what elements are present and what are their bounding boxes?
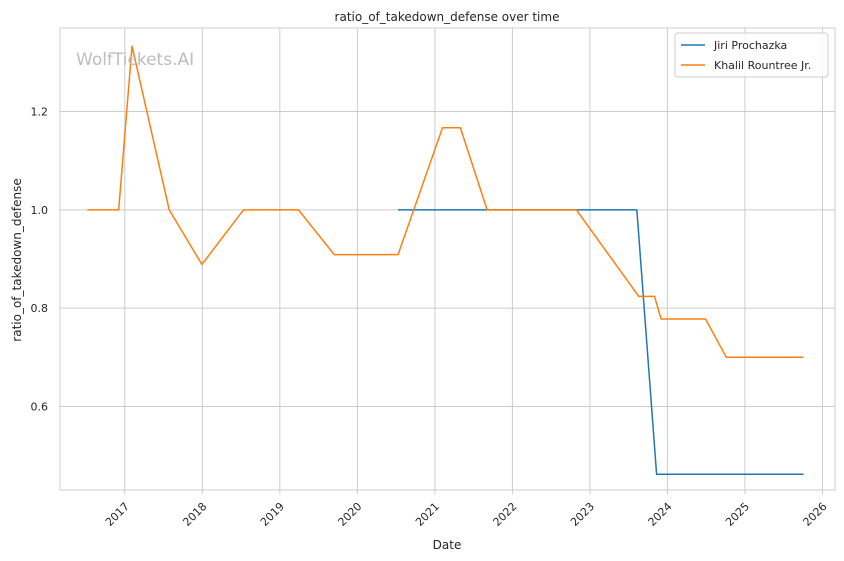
legend-label-khalil-rountree: Khalil Rountree Jr. <box>714 59 811 72</box>
y-axis-label: ratio_of_takedown_defense <box>10 178 24 341</box>
y-tick-label: 1.2 <box>31 106 49 119</box>
legend: Jiri Prochazka Khalil Rountree Jr. <box>674 32 829 78</box>
y-tick-label: 1.0 <box>31 204 49 217</box>
y-tick-label: 0.6 <box>31 400 49 413</box>
watermark: WolfTickets.AI <box>76 50 194 70</box>
y-axis-ticks: 0.6 0.8 1.0 1.2 <box>31 106 49 414</box>
chart-title: ratio_of_takedown_defense over time <box>335 10 560 24</box>
y-tick-label: 0.8 <box>31 302 49 315</box>
x-axis-label: Date <box>433 538 462 552</box>
series-line-khalil-rountree-jr <box>87 45 804 359</box>
series-line-jiri-prochazka <box>398 209 804 476</box>
legend-label-jiri-prochazka: Jiri Prochazka <box>713 39 787 52</box>
plot-area-frame <box>59 27 836 491</box>
series-layer <box>87 45 804 476</box>
legend-box <box>674 32 829 78</box>
